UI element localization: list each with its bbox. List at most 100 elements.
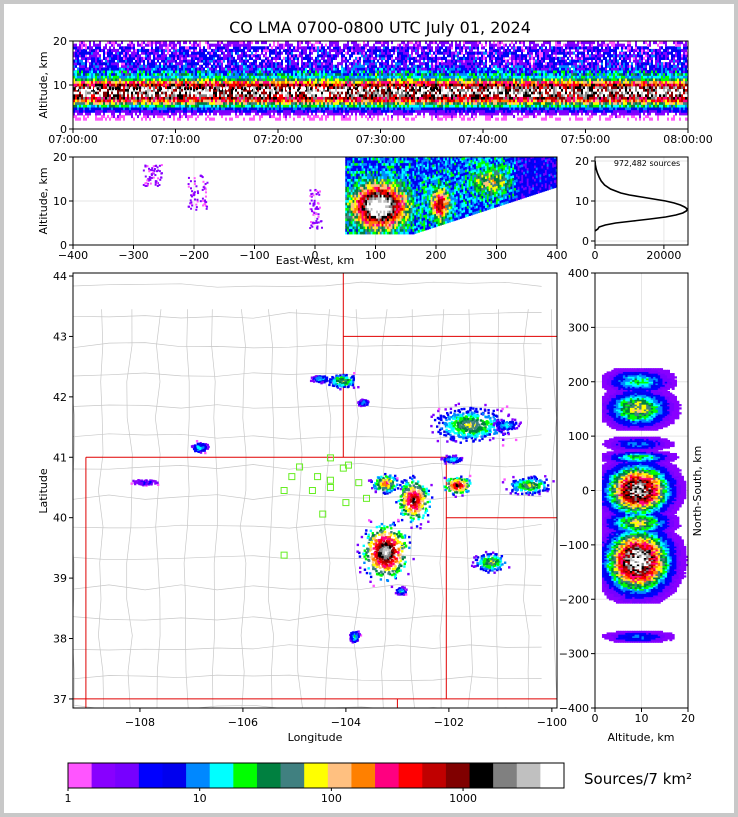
colorbar-swatch <box>469 763 494 788</box>
figure-title: CO LMA 0700-0800 UTC July 01, 2024 <box>229 18 531 37</box>
north-south-xlabel: Altitude, km <box>607 731 674 744</box>
y-tick-label: 300 <box>568 321 589 334</box>
colorbar-swatch <box>422 763 447 788</box>
x-tick-label: 07:30:00 <box>356 133 405 146</box>
colorbar-swatch <box>138 763 163 788</box>
lma-station-marker <box>362 494 370 502</box>
y-tick-label: 10 <box>53 79 67 92</box>
y-tick-label: 42 <box>53 391 67 404</box>
east-west-panel: 0 10 20 −400 −300 −200 −100 0 100 200 300 400 Altit… <box>37 151 568 267</box>
x-tick-label: 0 <box>592 249 599 262</box>
lma-station-marker <box>296 463 304 471</box>
y-tick-label: 41 <box>53 451 67 464</box>
altitude-histogram-panel: 0 10 20 0 20000 972,482 sources <box>575 155 689 262</box>
y-tick-label: −300 <box>559 648 589 661</box>
x-tick-label: −104 <box>331 716 361 729</box>
colorbar-swatch <box>233 763 258 788</box>
lma-station-marker <box>355 479 363 487</box>
y-tick-label: 10 <box>53 195 67 208</box>
colorbar-swatch <box>91 763 116 788</box>
colorbar-swatch <box>327 763 352 788</box>
figure-frame: CO LMA 0700-0800 UTC July 01, 2024 0 10 20… <box>4 4 734 813</box>
colorbar-swatch <box>304 763 329 788</box>
x-tick-label: −108 <box>125 716 155 729</box>
colorbar: 1 10 100 1000 Sources/7 km² <box>65 762 692 805</box>
y-tick-label: 400 <box>568 267 589 280</box>
y-tick-label: −400 <box>559 702 589 715</box>
lma-station-marker <box>344 461 352 469</box>
y-tick-label: 20 <box>53 35 67 48</box>
x-tick-label: −106 <box>228 716 258 729</box>
source-count-annotation: 972,482 sources <box>614 159 680 168</box>
y-tick-label: 20 <box>53 151 67 164</box>
x-tick-label: 0 <box>592 712 599 725</box>
y-tick-label: 0 <box>60 239 67 252</box>
y-tick-label: 39 <box>53 572 67 585</box>
colorbar-tick-label: 100 <box>321 792 342 805</box>
colorbar-swatch <box>540 763 565 788</box>
colorbar-tick-label: 1 <box>65 792 72 805</box>
x-tick-label: 10 <box>635 712 649 725</box>
colorbar-swatch <box>115 763 140 788</box>
colorbar-tick-label: 1000 <box>449 792 477 805</box>
x-tick-label: 07:40:00 <box>458 133 507 146</box>
y-tick-label: 0 <box>582 235 589 248</box>
x-tick-label: 0 <box>312 249 319 262</box>
plan-view-panel: 37 38 39 40 41 42 43 44 −108 −106 −104 −102 −100 Lat… <box>37 270 567 744</box>
x-tick-label: 300 <box>486 249 507 262</box>
lma-station-marker <box>280 551 288 559</box>
colorbar-swatch <box>186 763 211 788</box>
colorbar-tick-label: 10 <box>193 792 207 805</box>
altitude-profile-line <box>595 160 688 232</box>
x-tick-label: 07:50:00 <box>561 133 610 146</box>
lma-station-marker <box>288 473 296 481</box>
lma-station-marker <box>314 473 322 481</box>
x-tick-label: −300 <box>118 249 148 262</box>
lma-station-marker <box>326 476 334 484</box>
east-west-xlabel: East-West, km <box>276 254 354 267</box>
north-south-ylabel: North-South, km <box>691 446 704 537</box>
y-tick-label: 43 <box>53 330 67 343</box>
y-tick-label: 200 <box>568 376 589 389</box>
x-tick-label: 20000 <box>646 249 681 262</box>
lma-station-marker <box>326 483 334 491</box>
x-tick-label: −100 <box>239 249 269 262</box>
colorbar-swatch <box>516 763 541 788</box>
colorbar-swatch <box>280 763 305 788</box>
lma-station-marker <box>308 487 316 494</box>
colorbar-swatch <box>256 763 282 788</box>
north-south-panel: −400 −300 −200 −100 0 100 200 300 400 0 10 20 North… <box>559 267 704 744</box>
x-tick-label: 08:00:00 <box>663 133 712 146</box>
colorbar-swatch <box>398 763 423 788</box>
x-tick-label: 07:20:00 <box>253 133 302 146</box>
y-tick-label: 37 <box>53 693 67 706</box>
x-tick-label: −102 <box>434 716 464 729</box>
y-tick-label: 10 <box>575 195 589 208</box>
y-tick-label: 40 <box>53 512 67 525</box>
east-west-ylabel: Altitude, km <box>37 167 50 234</box>
plan-view-xlabel: Longitude <box>288 731 343 744</box>
y-tick-label: 0 <box>582 485 589 498</box>
lma-figure: CO LMA 0700-0800 UTC July 01, 2024 01020… <box>37 18 713 805</box>
lma-station-marker <box>342 499 350 507</box>
y-tick-label: −200 <box>559 593 589 606</box>
time-altitude-panel: 0 10 20 07:00:00 07:10:00 07:20:00 07:30:00 07:… <box>37 35 713 146</box>
x-tick-label: 100 <box>365 249 386 262</box>
x-tick-label: 07:00:00 <box>48 133 97 146</box>
x-tick-label: 200 <box>426 249 447 262</box>
colorbar-swatch <box>351 763 376 788</box>
plan-view-ylabel: Latitude <box>37 468 50 514</box>
colorbar-label: Sources/7 km² <box>584 770 692 788</box>
colorbar-swatch <box>68 763 93 788</box>
lma-station-marker <box>326 454 334 462</box>
colorbar-swatch <box>445 763 471 788</box>
x-tick-label: 400 <box>547 249 568 262</box>
colorbar-swatch <box>493 763 518 788</box>
x-tick-label: 07:10:00 <box>151 133 200 146</box>
colorbar-swatch <box>375 763 400 788</box>
x-tick-label: −200 <box>179 249 209 262</box>
time-altitude-ylabel: Altitude, km <box>37 51 50 118</box>
lma-station-marker <box>319 510 327 518</box>
y-tick-label: 100 <box>568 430 589 443</box>
x-tick-label: −100 <box>537 716 567 729</box>
